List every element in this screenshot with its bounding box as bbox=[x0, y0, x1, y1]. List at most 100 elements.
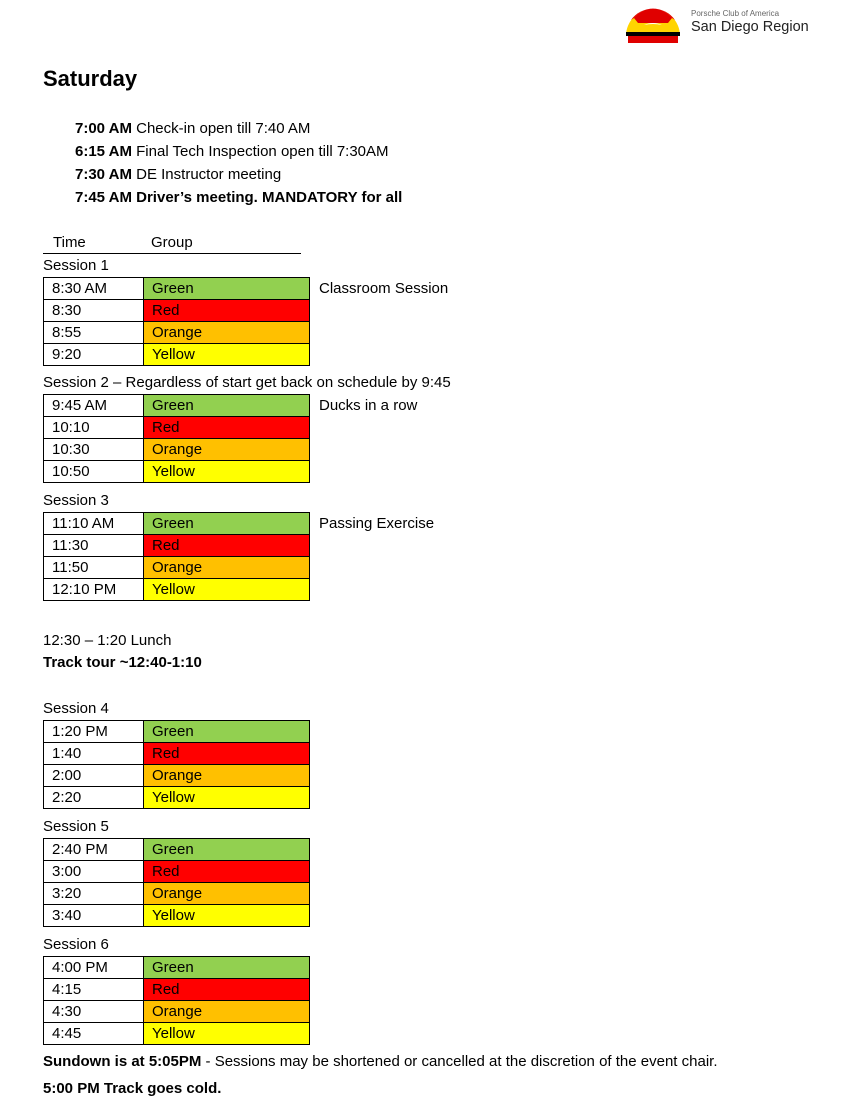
table-row: 3:40 Yellow bbox=[43, 904, 310, 927]
time-cell: 2:40 PM bbox=[43, 838, 144, 861]
session-table: 9:45 AM Green 10:10 Red 10:30 Orange 10:50 Yell… bbox=[43, 394, 310, 483]
group-cell: Green bbox=[143, 277, 310, 300]
group-cell: Green bbox=[143, 512, 310, 535]
table-row: 9:20 Yellow bbox=[43, 343, 310, 366]
session-table: 2:40 PM Green 3:00 Red 3:20 Orange 3:40 Yellow bbox=[43, 838, 310, 927]
sundown-note: Sundown is at 5:05PM - Sessions may be s… bbox=[43, 1053, 717, 1070]
pre-schedule-item: 7:30 AM DE Instructor meeting bbox=[75, 166, 281, 183]
table-row: 4:30 Orange bbox=[43, 1000, 310, 1023]
session-note: Classroom Session bbox=[319, 280, 449, 297]
table-row: 11:50 Orange bbox=[43, 556, 310, 579]
session-label: Session 4 bbox=[43, 700, 109, 717]
time-cell: 1:20 PM bbox=[43, 720, 144, 743]
time-cell: 10:10 bbox=[43, 416, 144, 439]
group-cell: Green bbox=[143, 720, 310, 743]
pre-schedule-text: DE Instructor meeting bbox=[131, 166, 282, 183]
time-cell: 8:30 AM bbox=[43, 277, 144, 300]
column-header: Time Group bbox=[43, 233, 301, 254]
table-row: 2:40 PM Green bbox=[43, 838, 310, 861]
pre-schedule-text: Driver’s meeting. MANDATORY for all bbox=[131, 189, 403, 206]
session-label: Session 3 bbox=[43, 492, 109, 509]
group-cell: Orange bbox=[143, 321, 310, 344]
sundown-rest: - Sessions may be shortened or cancelled… bbox=[201, 1053, 718, 1070]
time-cell: 4:15 bbox=[43, 978, 144, 1001]
time-cell: 3:40 bbox=[43, 904, 144, 927]
group-cell: Orange bbox=[143, 438, 310, 461]
session-note: Ducks in a row bbox=[319, 397, 418, 414]
table-row: 1:20 PM Green bbox=[43, 720, 310, 743]
time-cell: 4:45 bbox=[43, 1022, 144, 1045]
pre-schedule-time: 6:15 AM bbox=[75, 143, 132, 160]
group-cell: Yellow bbox=[143, 904, 310, 927]
group-cell: Green bbox=[143, 838, 310, 861]
group-cell: Green bbox=[143, 956, 310, 979]
track-tour-text: Track tour ~12:40-1:10 bbox=[43, 654, 202, 671]
time-cell: 9:45 AM bbox=[43, 394, 144, 417]
session-label: Session 2 – Regardless of start get back… bbox=[43, 374, 451, 391]
group-cell: Yellow bbox=[143, 578, 310, 601]
session-table: 11:10 AM Green 11:30 Red 11:50 Orange 12:10 PM… bbox=[43, 512, 310, 601]
group-cell: Yellow bbox=[143, 460, 310, 483]
table-row: 10:50 Yellow bbox=[43, 460, 310, 483]
table-row: 10:30 Orange bbox=[43, 438, 310, 461]
group-cell: Red bbox=[143, 860, 310, 883]
lunch-text: 12:30 – 1:20 Lunch bbox=[43, 632, 172, 649]
time-cell: 10:50 bbox=[43, 460, 144, 483]
pre-schedule-time: 7:30 AM bbox=[75, 166, 132, 183]
table-row: 12:10 PM Yellow bbox=[43, 578, 310, 601]
group-cell: Yellow bbox=[143, 786, 310, 809]
time-cell: 4:00 PM bbox=[43, 956, 144, 979]
group-cell: Red bbox=[143, 416, 310, 439]
time-cell: 4:30 bbox=[43, 1000, 144, 1023]
session-label: Session 5 bbox=[43, 818, 109, 835]
pre-schedule-time: 7:45 AM bbox=[75, 189, 132, 206]
time-cell: 11:10 AM bbox=[43, 512, 144, 535]
group-cell: Orange bbox=[143, 764, 310, 787]
table-row: 8:30 AM Green bbox=[43, 277, 310, 300]
session-table: 4:00 PM Green 4:15 Red 4:30 Orange 4:45 Yellow bbox=[43, 956, 310, 1045]
table-row: 4:45 Yellow bbox=[43, 1022, 310, 1045]
pre-schedule-item: 7:45 AM Driver’s meeting. MANDATORY for … bbox=[75, 189, 402, 206]
table-row: 4:00 PM Green bbox=[43, 956, 310, 979]
time-cell: 1:40 bbox=[43, 742, 144, 765]
table-row: 1:40 Red bbox=[43, 742, 310, 765]
group-column-header: Group bbox=[151, 234, 193, 251]
session-table: 8:30 AM Green 8:30 Red 8:55 Orange 9:20 Yellow bbox=[43, 277, 310, 366]
org-title: San Diego Region bbox=[691, 19, 809, 35]
table-row: 11:30 Red bbox=[43, 534, 310, 557]
pre-schedule-text: Check-in open till 7:40 AM bbox=[131, 120, 311, 137]
time-cell: 8:30 bbox=[43, 299, 144, 322]
group-cell: Red bbox=[143, 299, 310, 322]
pre-schedule-time: 7:00 AM bbox=[75, 120, 132, 137]
org-subtitle: Porsche Club of America bbox=[691, 9, 780, 18]
time-cell: 11:50 bbox=[43, 556, 144, 579]
pre-schedule-text: Final Tech Inspection open till 7:30AM bbox=[131, 143, 389, 160]
time-cell: 3:20 bbox=[43, 882, 144, 905]
sundown-bold: Sundown is at 5:05PM bbox=[43, 1053, 202, 1070]
time-cell: 12:10 PM bbox=[43, 578, 144, 601]
time-cell: 11:30 bbox=[43, 534, 144, 557]
group-cell: Orange bbox=[143, 882, 310, 905]
table-row: 9:45 AM Green bbox=[43, 394, 310, 417]
page-title: Saturday bbox=[43, 66, 138, 91]
time-cell: 9:20 bbox=[43, 343, 144, 366]
time-cell: 2:00 bbox=[43, 764, 144, 787]
session-label: Session 1 bbox=[43, 257, 109, 274]
table-row: 8:55 Orange bbox=[43, 321, 310, 344]
table-row: 8:30 Red bbox=[43, 299, 310, 322]
session-note: Passing Exercise bbox=[319, 515, 435, 532]
table-row: 2:00 Orange bbox=[43, 764, 310, 787]
group-cell: Orange bbox=[143, 556, 310, 579]
pca-san-diego-logo bbox=[626, 8, 680, 43]
time-cell: 3:00 bbox=[43, 860, 144, 883]
time-cell: 10:30 bbox=[43, 438, 144, 461]
table-row: 3:00 Red bbox=[43, 860, 310, 883]
table-row: 10:10 Red bbox=[43, 416, 310, 439]
session-label: Session 6 bbox=[43, 936, 109, 953]
time-cell: 2:20 bbox=[43, 786, 144, 809]
time-column-header: Time bbox=[53, 234, 86, 251]
group-cell: Red bbox=[143, 742, 310, 765]
table-row: 4:15 Red bbox=[43, 978, 310, 1001]
session-table: 1:20 PM Green 1:40 Red 2:00 Orange 2:20 Yellow bbox=[43, 720, 310, 809]
group-cell: Orange bbox=[143, 1000, 310, 1023]
